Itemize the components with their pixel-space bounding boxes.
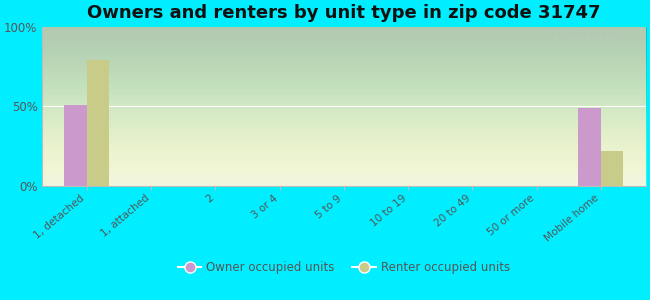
Title: Owners and renters by unit type in zip code 31747: Owners and renters by unit type in zip c… [87,4,601,22]
Bar [86,60,109,186]
Bar [578,108,601,186]
Legend: Owner occupied units, Renter occupied units: Owner occupied units, Renter occupied un… [173,256,514,279]
Bar [601,151,623,186]
Bar [64,105,86,186]
Text: City-Data.com: City-Data.com [554,31,628,41]
